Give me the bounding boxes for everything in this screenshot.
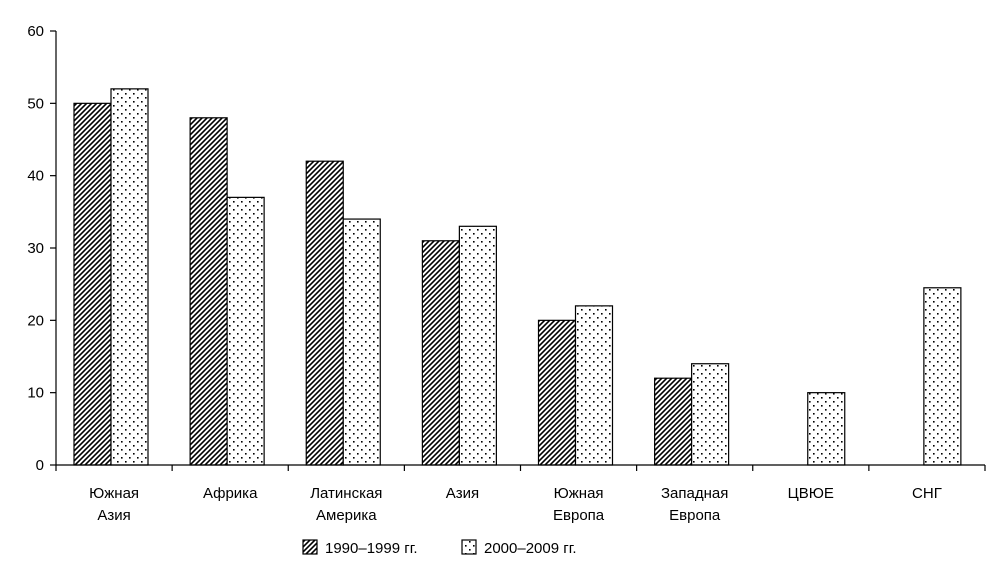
x-tick-label: Латинская Америка: [310, 485, 382, 524]
category-labels: Южная Азия Африка Латинская Америка Азия Южная…: [89, 485, 942, 524]
y-tick-label: 50: [27, 95, 44, 112]
bar-series-2-cat-7: [807, 392, 846, 466]
bar-series-2-cat-4: [458, 225, 497, 466]
x-tick-label: Южная Азия: [89, 485, 139, 524]
bar-series-1-cat-1: [73, 102, 112, 466]
y-axis: 0 10 20 30 40 50 60: [27, 23, 57, 474]
legend-swatch-2: [461, 539, 477, 555]
legend-label-1: 1990–1999 гг.: [325, 540, 418, 557]
bar-series-1-cat-3: [305, 160, 344, 466]
x-tick-label: Западная Европа: [661, 485, 728, 524]
bar-series-1-cat-2: [189, 117, 228, 466]
y-tick-label: 10: [27, 385, 44, 402]
legend-label-2: 2000–2009 гг.: [484, 540, 577, 557]
bar-series-1-cat-5: [537, 319, 577, 466]
y-tick-label: 0: [36, 457, 44, 474]
x-tick-label: ЦВЮЕ: [788, 485, 834, 502]
bar-series-2-cat-6: [691, 363, 730, 466]
x-tick-label: Южная Европа: [553, 485, 605, 524]
bar-series-2-cat-5: [574, 305, 614, 466]
bar-series-2-cat-1: [110, 88, 149, 466]
bar-series-2-cat-3: [342, 218, 381, 466]
bar-series-1-cat-4: [421, 240, 460, 466]
bar-series-1-cat-6: [654, 377, 693, 466]
legend: 1990–1999 гг. 2000–2009 гг.: [302, 539, 577, 557]
y-tick-label: 60: [27, 23, 44, 40]
x-axis: [55, 464, 986, 471]
bar-series-2-cat-2: [226, 196, 265, 466]
x-tick-label: СНГ: [912, 485, 942, 502]
y-tick-label: 30: [27, 240, 44, 257]
legend-swatch-1: [302, 539, 318, 555]
y-tick-label: 40: [27, 168, 44, 185]
bar-series-2-cat-8: [923, 287, 962, 466]
x-tick-label: Африка: [203, 485, 258, 502]
y-tick-label: 20: [27, 312, 44, 329]
x-tick-label: Азия: [446, 485, 479, 502]
bars: [73, 88, 962, 466]
